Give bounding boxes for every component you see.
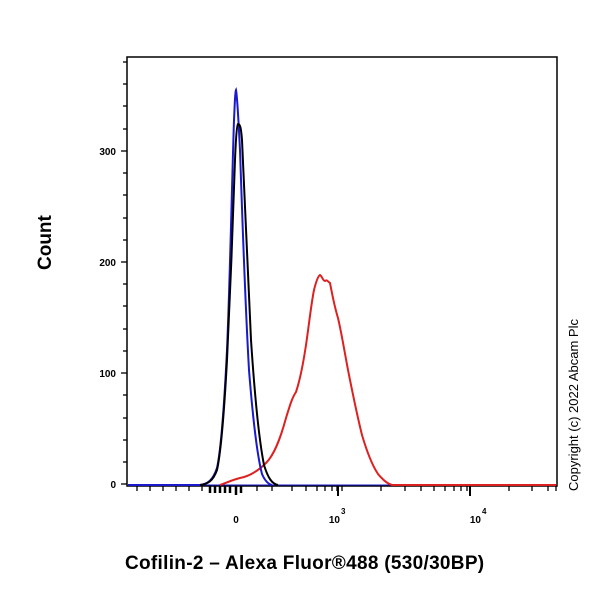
- y-axis-label: Count: [35, 215, 56, 270]
- y-tick-label-200: 200: [99, 258, 116, 269]
- x-tick-label-1e3-base: 10: [329, 515, 341, 526]
- y-tick-label-100: 100: [99, 369, 116, 380]
- x-tick-label-1e4-base: 10: [470, 515, 482, 526]
- x-tick-label-1e4-exp: 4: [482, 507, 487, 516]
- series-black-isotype: [199, 122, 279, 486]
- series-blue-unstained: [128, 86, 273, 486]
- plot-frame: [126, 56, 558, 487]
- x-tick-label-0: 0: [233, 515, 239, 526]
- y-tick-label-0: 0: [110, 480, 116, 491]
- x-axis-label: Cofilin-2 – Alexa Fluor®488 (530/30BP): [125, 553, 485, 574]
- copyright-notice: Copyright (c) 2022 Abcam Plc: [566, 319, 581, 491]
- y-tick-label-300: 300: [99, 147, 116, 158]
- x-axis: [136, 486, 557, 496]
- x-tick-label-1e3-exp: 3: [341, 507, 346, 516]
- y-axis: [121, 61, 127, 485]
- series-red-stained: [219, 273, 556, 486]
